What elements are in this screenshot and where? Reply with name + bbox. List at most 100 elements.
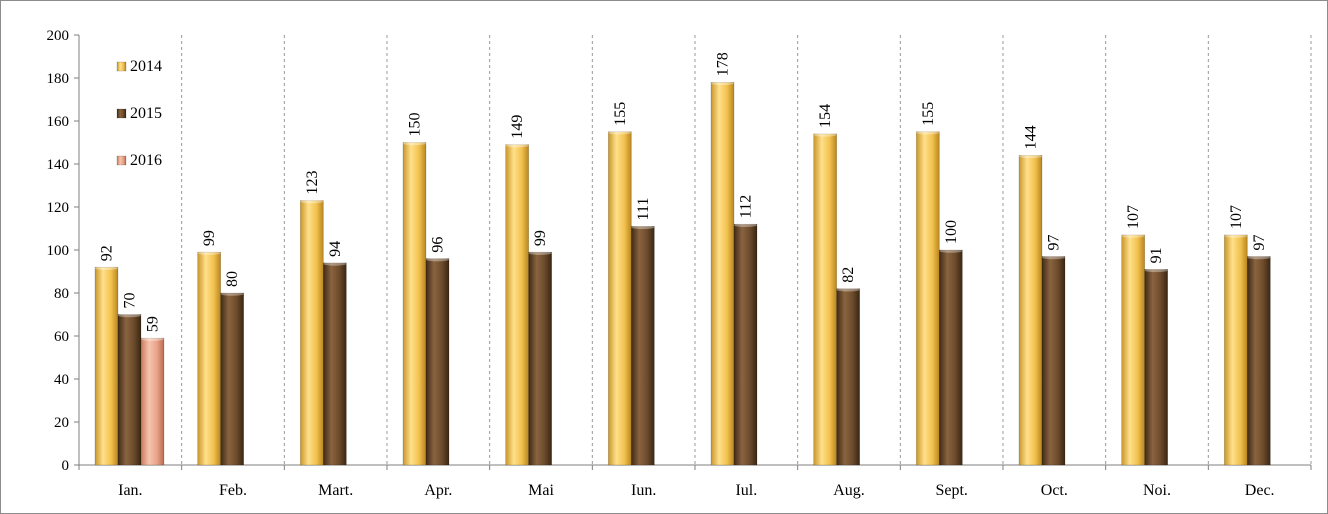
data-label: 97 <box>1046 234 1063 250</box>
bar <box>117 314 142 466</box>
bar-top-highlight <box>505 143 529 148</box>
data-label: 92 <box>99 245 116 261</box>
data-label: 155 <box>612 102 629 126</box>
x-tick-label: Mai <box>528 482 554 499</box>
bar <box>402 142 427 466</box>
bar-top-highlight <box>734 223 757 227</box>
x-tick-label: Aug. <box>833 482 865 499</box>
bar <box>300 200 324 466</box>
bar-top-highlight <box>939 249 963 253</box>
bar-top-highlight <box>403 141 426 146</box>
bar <box>916 131 940 466</box>
data-label: 96 <box>430 237 447 253</box>
legend-label: 2014 <box>130 58 162 75</box>
x-tick-label: Feb. <box>219 482 247 499</box>
x-tick-label: Apr. <box>424 482 452 499</box>
bar <box>631 226 655 466</box>
x-tick-label: Noi. <box>1143 482 1171 499</box>
data-label: 70 <box>122 293 139 309</box>
bar <box>1224 234 1248 466</box>
x-tick-label: Iul. <box>735 482 757 499</box>
data-labels: 92 99 123 150 149 155 178 154 155 144 107 107 70 80 94… <box>99 52 1268 332</box>
data-label: 97 <box>1251 234 1268 250</box>
x-tick-label: Oct. <box>1041 482 1068 499</box>
x-tick-label: Mart. <box>318 482 353 499</box>
data-label: 150 <box>407 113 424 137</box>
bar <box>836 288 860 466</box>
bar <box>710 82 735 466</box>
y-tick-label: 60 <box>54 329 69 345</box>
bar <box>323 262 347 466</box>
bar-top-highlight <box>1144 268 1168 273</box>
data-label: 111 <box>635 198 652 221</box>
bar <box>220 292 244 466</box>
bar-top-highlight <box>323 262 347 266</box>
bar-top-highlight <box>1042 255 1065 260</box>
data-label: 107 <box>1125 205 1142 229</box>
bar <box>1041 256 1066 466</box>
bar-top-highlight <box>916 130 940 135</box>
data-label: 154 <box>817 104 834 128</box>
x-tick-label: Sept. <box>935 482 967 499</box>
legend-swatch <box>116 108 127 119</box>
bar-top-highlight <box>813 133 837 137</box>
data-label: 99 <box>532 230 549 246</box>
bars <box>94 81 1271 466</box>
data-label: 178 <box>715 52 732 76</box>
bar <box>94 266 119 466</box>
data-label: 144 <box>1023 125 1040 149</box>
bar-top-highlight <box>711 81 734 86</box>
bar <box>813 133 837 466</box>
bar-top-highlight <box>1224 234 1248 238</box>
bar <box>1018 155 1043 466</box>
bar <box>1121 234 1145 466</box>
bar-top-highlight <box>1121 234 1145 238</box>
data-label: 155 <box>920 102 937 126</box>
y-tick-label: 0 <box>62 458 70 474</box>
bar <box>1144 269 1168 466</box>
data-label: 94 <box>327 241 344 257</box>
bar-top-highlight <box>95 266 118 271</box>
bar-top-highlight <box>1247 255 1271 260</box>
data-label: 100 <box>943 220 960 244</box>
x-tick-label: Ian. <box>118 482 142 499</box>
bar-top-highlight <box>197 251 221 255</box>
bar-top-highlight <box>836 287 860 292</box>
bar <box>140 337 165 466</box>
bar-top-highlight <box>426 257 449 262</box>
y-tick-label: 40 <box>54 372 69 388</box>
y-tick-label: 20 <box>54 415 69 431</box>
data-label: 112 <box>738 195 755 218</box>
bar-top-highlight <box>118 313 141 318</box>
bar <box>608 131 632 466</box>
legend-label: 2015 <box>130 105 162 122</box>
y-tick-label: 160 <box>47 114 70 130</box>
bar-top-highlight <box>528 251 552 255</box>
data-label: 80 <box>224 271 241 287</box>
y-tick-label: 100 <box>47 243 70 259</box>
y-tick-label: 80 <box>54 286 69 302</box>
bar-top-highlight <box>220 292 244 296</box>
bar-top-highlight <box>1019 154 1042 159</box>
y-tick-label: 140 <box>47 157 70 173</box>
bar <box>425 258 450 466</box>
legend: 2014 2015 2016 <box>116 58 162 169</box>
y-tick-label: 200 <box>47 28 70 44</box>
data-label: 149 <box>509 115 526 139</box>
x-tick-label: Dec. <box>1245 482 1275 499</box>
data-label: 123 <box>304 171 321 195</box>
bar <box>505 144 529 466</box>
bar-top-highlight <box>300 199 324 204</box>
bar <box>528 251 552 466</box>
data-label: 99 <box>201 230 218 246</box>
legend-swatch <box>116 61 127 72</box>
legend-swatch <box>116 155 127 166</box>
data-label: 82 <box>840 267 857 283</box>
data-label: 91 <box>1148 247 1165 263</box>
bar <box>733 223 758 466</box>
bar <box>1247 256 1271 466</box>
bar <box>197 251 221 466</box>
bar-top-highlight <box>631 225 655 230</box>
x-tick-label: Iun. <box>631 482 656 499</box>
